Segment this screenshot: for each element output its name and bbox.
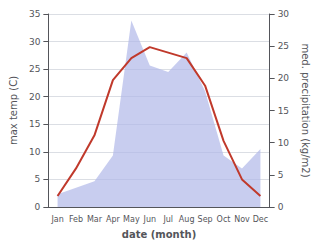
svg-text:5: 5: [278, 170, 284, 180]
svg-text:20: 20: [29, 92, 41, 102]
svg-text:Dec: Dec: [253, 215, 268, 224]
svg-text:5: 5: [35, 174, 41, 184]
svg-text:30: 30: [29, 37, 41, 47]
svg-text:Jan: Jan: [50, 215, 63, 224]
svg-text:Apr: Apr: [106, 215, 121, 224]
svg-text:30: 30: [278, 9, 290, 19]
svg-text:Aug: Aug: [179, 215, 195, 224]
svg-text:0: 0: [35, 202, 41, 212]
svg-text:25: 25: [278, 41, 289, 51]
svg-text:15: 15: [278, 106, 289, 116]
svg-text:med. precipitation (kg/m2): med. precipitation (kg/m2): [300, 43, 311, 177]
svg-text:Sep: Sep: [198, 215, 213, 224]
svg-text:20: 20: [278, 73, 290, 83]
svg-text:May: May: [123, 215, 140, 224]
svg-text:Oct: Oct: [217, 215, 231, 224]
svg-text:35: 35: [29, 9, 40, 19]
svg-text:Jul: Jul: [162, 215, 173, 224]
svg-text:Mar: Mar: [87, 215, 103, 224]
svg-text:Nov: Nov: [234, 215, 250, 224]
svg-text:25: 25: [29, 64, 40, 74]
svg-text:0: 0: [278, 202, 284, 212]
svg-text:Feb: Feb: [69, 215, 83, 224]
svg-text:15: 15: [29, 119, 40, 129]
svg-text:10: 10: [29, 147, 41, 157]
svg-text:10: 10: [278, 138, 290, 148]
svg-text:max temp (C): max temp (C): [8, 76, 19, 145]
svg-text:date (month): date (month): [122, 229, 196, 240]
svg-text:Jun: Jun: [143, 215, 157, 224]
